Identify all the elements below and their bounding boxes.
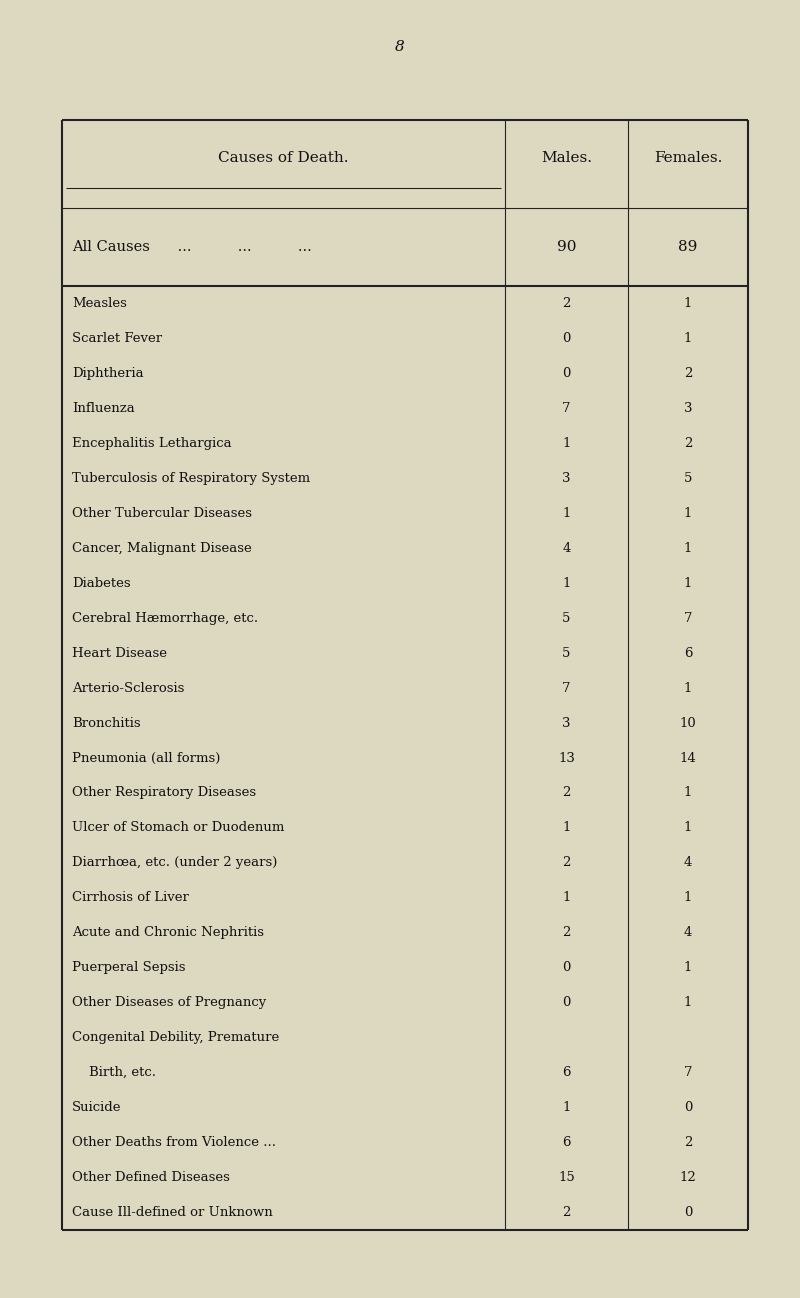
Text: Other Diseases of Pregnancy: Other Diseases of Pregnancy	[72, 997, 266, 1010]
Text: 14: 14	[680, 752, 696, 765]
Text: 8: 8	[395, 40, 405, 55]
Text: Cirrhosis of Liver: Cirrhosis of Liver	[72, 892, 189, 905]
Text: 2: 2	[562, 297, 570, 310]
Text: 1: 1	[562, 822, 570, 835]
Text: Cancer, Malignant Disease: Cancer, Malignant Disease	[72, 541, 252, 554]
Text: Cause Ill-defined or Unknown: Cause Ill-defined or Unknown	[72, 1206, 273, 1219]
Text: 1: 1	[562, 506, 570, 519]
Text: Cerebral Hæmorrhage, etc.: Cerebral Hæmorrhage, etc.	[72, 611, 258, 624]
Text: Tuberculosis of Respiratory System: Tuberculosis of Respiratory System	[72, 471, 310, 484]
Text: All Causes      ...          ...          ...: All Causes ... ... ...	[72, 240, 312, 254]
Text: 3: 3	[562, 471, 570, 484]
Text: Measles: Measles	[72, 297, 127, 310]
Text: 10: 10	[680, 716, 696, 729]
Text: 5: 5	[562, 611, 570, 624]
Text: Puerperal Sepsis: Puerperal Sepsis	[72, 962, 186, 975]
Text: 1: 1	[684, 822, 692, 835]
Text: 7: 7	[684, 611, 692, 624]
Text: Pneumonia (all forms): Pneumonia (all forms)	[72, 752, 220, 765]
Text: 2: 2	[562, 787, 570, 800]
Text: 1: 1	[562, 892, 570, 905]
Text: 0: 0	[684, 1206, 692, 1219]
Text: 4: 4	[562, 541, 570, 554]
Text: Males.: Males.	[541, 151, 592, 165]
Text: 89: 89	[678, 240, 698, 254]
Text: 13: 13	[558, 752, 575, 765]
Text: 12: 12	[680, 1171, 696, 1184]
Text: Congenital Debility, Premature: Congenital Debility, Premature	[72, 1031, 279, 1044]
Text: 0: 0	[562, 997, 570, 1010]
Text: 7: 7	[562, 402, 570, 415]
Text: 1: 1	[684, 787, 692, 800]
Text: Ulcer of Stomach or Duodenum: Ulcer of Stomach or Duodenum	[72, 822, 284, 835]
Text: 6: 6	[562, 1066, 570, 1079]
Text: Females.: Females.	[654, 151, 722, 165]
Text: 2: 2	[684, 437, 692, 450]
Text: 2: 2	[684, 367, 692, 380]
Text: Causes of Death.: Causes of Death.	[218, 151, 349, 165]
Text: Other Respiratory Diseases: Other Respiratory Diseases	[72, 787, 256, 800]
Text: 6: 6	[562, 1136, 570, 1149]
Text: Influenza: Influenza	[72, 402, 134, 415]
Text: 1: 1	[684, 962, 692, 975]
Text: 1: 1	[684, 681, 692, 694]
Text: 15: 15	[558, 1171, 575, 1184]
Text: 0: 0	[684, 1101, 692, 1114]
Text: 6: 6	[684, 646, 692, 659]
Text: Other Defined Diseases: Other Defined Diseases	[72, 1171, 230, 1184]
Text: 1: 1	[562, 437, 570, 450]
Text: 1: 1	[684, 576, 692, 589]
Text: 0: 0	[562, 332, 570, 345]
Text: 90: 90	[557, 240, 576, 254]
Text: Heart Disease: Heart Disease	[72, 646, 167, 659]
Text: 1: 1	[684, 541, 692, 554]
Text: 7: 7	[684, 1066, 692, 1079]
Text: Bronchitis: Bronchitis	[72, 716, 141, 729]
Text: Acute and Chronic Nephritis: Acute and Chronic Nephritis	[72, 927, 264, 940]
Text: 2: 2	[562, 927, 570, 940]
Text: 0: 0	[562, 962, 570, 975]
Text: Scarlet Fever: Scarlet Fever	[72, 332, 162, 345]
Text: 5: 5	[562, 646, 570, 659]
Text: Suicide: Suicide	[72, 1101, 122, 1114]
Text: 1: 1	[684, 297, 692, 310]
Text: 4: 4	[684, 927, 692, 940]
Text: 1: 1	[684, 332, 692, 345]
Text: Birth, etc.: Birth, etc.	[72, 1066, 156, 1079]
Text: 2: 2	[684, 1136, 692, 1149]
Text: Diarrhœa, etc. (under 2 years): Diarrhœa, etc. (under 2 years)	[72, 857, 278, 870]
Text: 3: 3	[562, 716, 570, 729]
Text: 1: 1	[562, 1101, 570, 1114]
Text: 2: 2	[562, 1206, 570, 1219]
Text: 1: 1	[684, 892, 692, 905]
Text: 1: 1	[562, 576, 570, 589]
Text: 5: 5	[684, 471, 692, 484]
Text: Other Deaths from Violence ...: Other Deaths from Violence ...	[72, 1136, 276, 1149]
Text: Diabetes: Diabetes	[72, 576, 130, 589]
Text: 4: 4	[684, 857, 692, 870]
Text: 1: 1	[684, 997, 692, 1010]
Text: 3: 3	[684, 402, 692, 415]
Text: 1: 1	[684, 506, 692, 519]
Text: 7: 7	[562, 681, 570, 694]
Text: 0: 0	[562, 367, 570, 380]
Text: Diphtheria: Diphtheria	[72, 367, 144, 380]
Text: Arterio-Sclerosis: Arterio-Sclerosis	[72, 681, 184, 694]
Text: Encephalitis Lethargica: Encephalitis Lethargica	[72, 437, 232, 450]
Text: 2: 2	[562, 857, 570, 870]
Text: Other Tubercular Diseases: Other Tubercular Diseases	[72, 506, 252, 519]
